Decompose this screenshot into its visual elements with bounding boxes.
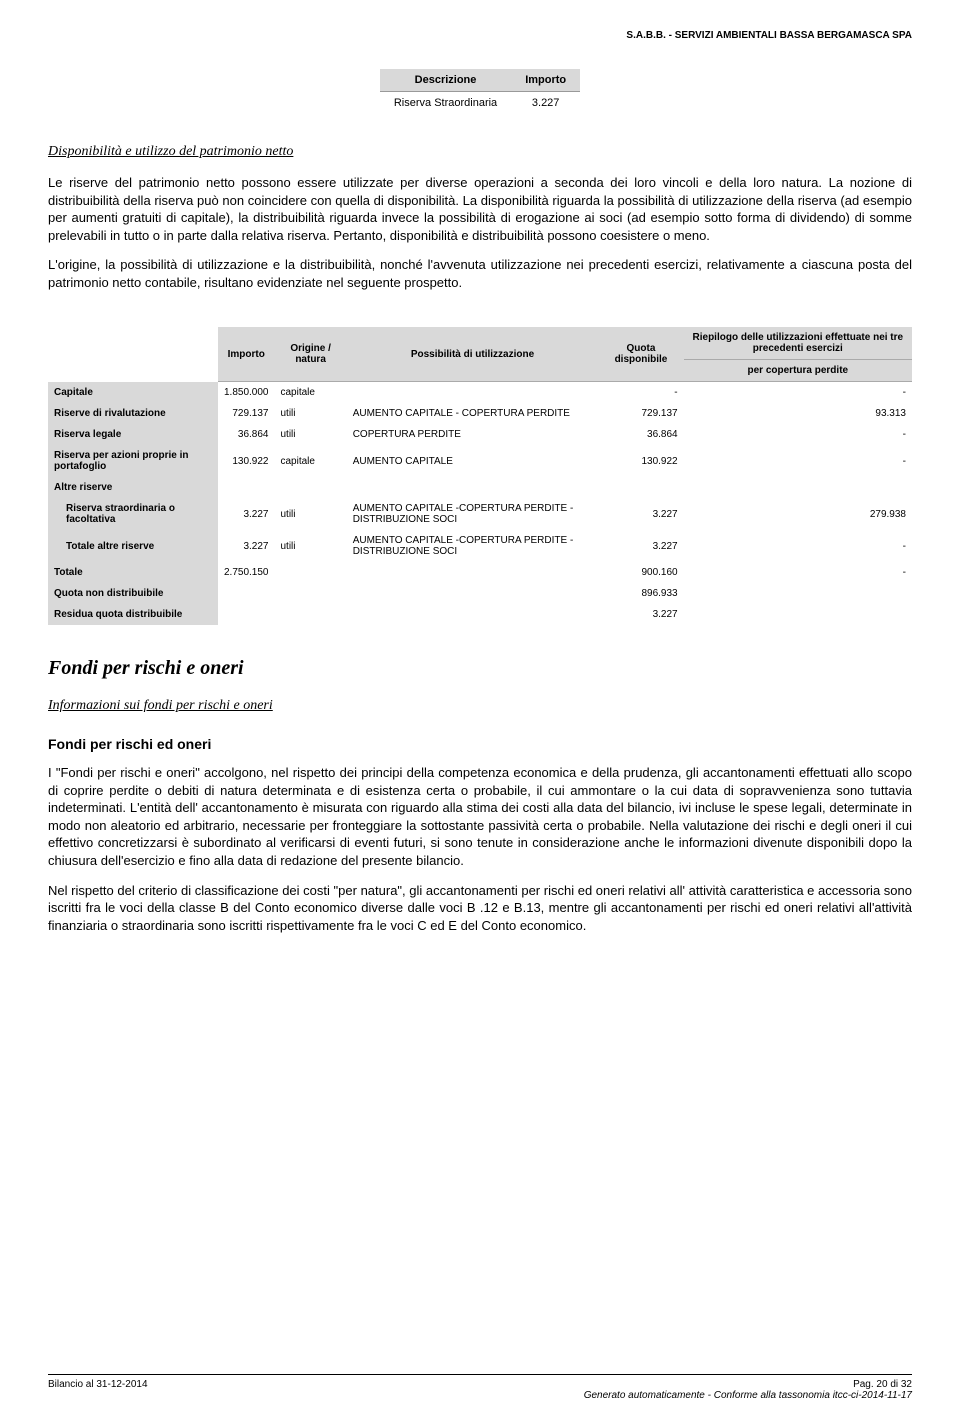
- cell: 3.227: [598, 530, 683, 562]
- cell: capitale: [275, 382, 347, 404]
- cell: -: [684, 530, 912, 562]
- cell: [275, 477, 347, 498]
- riserva-table: Descrizione Importo Riserva Straordinari…: [380, 69, 580, 114]
- cell: AUMENTO CAPITALE -COPERTURA PERDITE - DI…: [347, 530, 599, 562]
- cell: -: [684, 562, 912, 583]
- cell: [347, 604, 599, 625]
- table-row: Totale2.750.150 900.160-: [48, 562, 912, 583]
- subheading-fondi: Fondi per rischi ed oneri: [48, 736, 912, 752]
- cell: [347, 382, 599, 404]
- company-header: S.A.B.B. - SERVIZI AMBIENTALI BASSA BERG…: [48, 30, 912, 41]
- table-row: Totale altre riserve3.227utiliAUMENTO CA…: [48, 530, 912, 562]
- cell: AUMENTO CAPITALE -COPERTURA PERDITE - DI…: [347, 498, 599, 530]
- page-footer: Bilancio al 31-12-2014 Pag. 20 di 32 Gen…: [48, 1374, 912, 1401]
- cell: 729.137: [218, 403, 275, 424]
- patrimonio-table: Importo Origine / natura Possibilità di …: [48, 327, 912, 625]
- cell-label: Riserva Straordinaria: [380, 92, 511, 115]
- cell: 1.850.000: [218, 382, 275, 404]
- table-row: Riserva legale36.864utiliCOPERTURA PERDI…: [48, 424, 912, 445]
- cell: 36.864: [598, 424, 683, 445]
- col-quota: Quota disponibile: [598, 327, 683, 382]
- col-possibilita: Possibilità di utilizzazione: [347, 327, 599, 382]
- cell: 900.160: [598, 562, 683, 583]
- row-label: Residua quota distribuibile: [48, 604, 218, 625]
- cell: 896.933: [598, 583, 683, 604]
- row-label: Capitale: [48, 382, 218, 404]
- col-copertura: per copertura perdite: [684, 360, 912, 382]
- table-row: Riserva Straordinaria 3.227: [380, 92, 580, 115]
- cell: utili: [275, 530, 347, 562]
- footer-page: Pag. 20 di 32: [584, 1379, 912, 1390]
- row-label: Totale: [48, 562, 218, 583]
- cell: 3.227: [598, 498, 683, 530]
- table-row: Altre riserve: [48, 477, 912, 498]
- cell: COPERTURA PERDITE: [347, 424, 599, 445]
- table-row: Riserve di rivalutazione729.137utiliAUME…: [48, 403, 912, 424]
- cell: utili: [275, 498, 347, 530]
- col-descrizione: Descrizione: [380, 69, 511, 92]
- col-origine: Origine / natura: [275, 327, 347, 382]
- paragraph: Nel rispetto del criterio di classificaz…: [48, 882, 912, 935]
- cell: [684, 604, 912, 625]
- row-label: Riserva per azioni proprie in portafogli…: [48, 445, 218, 477]
- section-subtitle-fondi: Informazioni sui fondi per rischi e oner…: [48, 698, 912, 714]
- cell: AUMENTO CAPITALE - COPERTURA PERDITE: [347, 403, 599, 424]
- row-label: Riserve di rivalutazione: [48, 403, 218, 424]
- col-importo: Importo: [218, 327, 275, 382]
- cell: [275, 604, 347, 625]
- cell: [275, 583, 347, 604]
- cell: 729.137: [598, 403, 683, 424]
- cell: 3.227: [598, 604, 683, 625]
- cell-value: 3.227: [511, 92, 580, 115]
- cell: 3.227: [218, 530, 275, 562]
- cell: -: [684, 445, 912, 477]
- footer-left: Bilancio al 31-12-2014: [48, 1379, 148, 1401]
- col-riepilogo: Riepilogo delle utilizzazioni effettuate…: [684, 327, 912, 360]
- cell: [275, 562, 347, 583]
- document-page: S.A.B.B. - SERVIZI AMBIENTALI BASSA BERG…: [0, 0, 960, 1419]
- table-row: Riserva per azioni proprie in portafogli…: [48, 445, 912, 477]
- paragraph: Le riserve del patrimonio netto possono …: [48, 174, 912, 244]
- footer-generated: Generato automaticamente - Conforme alla…: [584, 1390, 912, 1401]
- paragraph: I "Fondi per rischi e oneri" accolgono, …: [48, 764, 912, 869]
- cell: [347, 477, 599, 498]
- cell: [598, 477, 683, 498]
- row-label: Riserva straordinaria o facoltativa: [48, 498, 218, 530]
- cell: [684, 583, 912, 604]
- cell: [218, 583, 275, 604]
- cell: [684, 477, 912, 498]
- row-label: Altre riserve: [48, 477, 218, 498]
- cell: 130.922: [218, 445, 275, 477]
- cell: capitale: [275, 445, 347, 477]
- cell: 3.227: [218, 498, 275, 530]
- paragraph: L'origine, la possibilità di utilizzazio…: [48, 256, 912, 291]
- cell: 2.750.150: [218, 562, 275, 583]
- cell: 36.864: [218, 424, 275, 445]
- cell: AUMENTO CAPITALE: [347, 445, 599, 477]
- col-importo: Importo: [511, 69, 580, 92]
- cell: -: [684, 382, 912, 404]
- cell: -: [684, 424, 912, 445]
- cell: [347, 583, 599, 604]
- section-subtitle-disponibilita: Disponibilità e utilizzo del patrimonio …: [48, 144, 912, 160]
- table-row: Capitale1.850.000capitale --: [48, 382, 912, 404]
- row-label: Quota non distribuibile: [48, 583, 218, 604]
- cell: [347, 562, 599, 583]
- cell: [218, 477, 275, 498]
- cell: utili: [275, 403, 347, 424]
- cell: [218, 604, 275, 625]
- cell: 130.922: [598, 445, 683, 477]
- table-row: Residua quota distribuibile 3.227: [48, 604, 912, 625]
- cell: utili: [275, 424, 347, 445]
- table-row: Quota non distribuibile 896.933: [48, 583, 912, 604]
- cell: 93.313: [684, 403, 912, 424]
- row-label: Riserva legale: [48, 424, 218, 445]
- heading-fondi: Fondi per rischi e oneri: [48, 657, 912, 680]
- cell: 279.938: [684, 498, 912, 530]
- row-label: Totale altre riserve: [48, 530, 218, 562]
- cell: -: [598, 382, 683, 404]
- table-row: Riserva straordinaria o facoltativa3.227…: [48, 498, 912, 530]
